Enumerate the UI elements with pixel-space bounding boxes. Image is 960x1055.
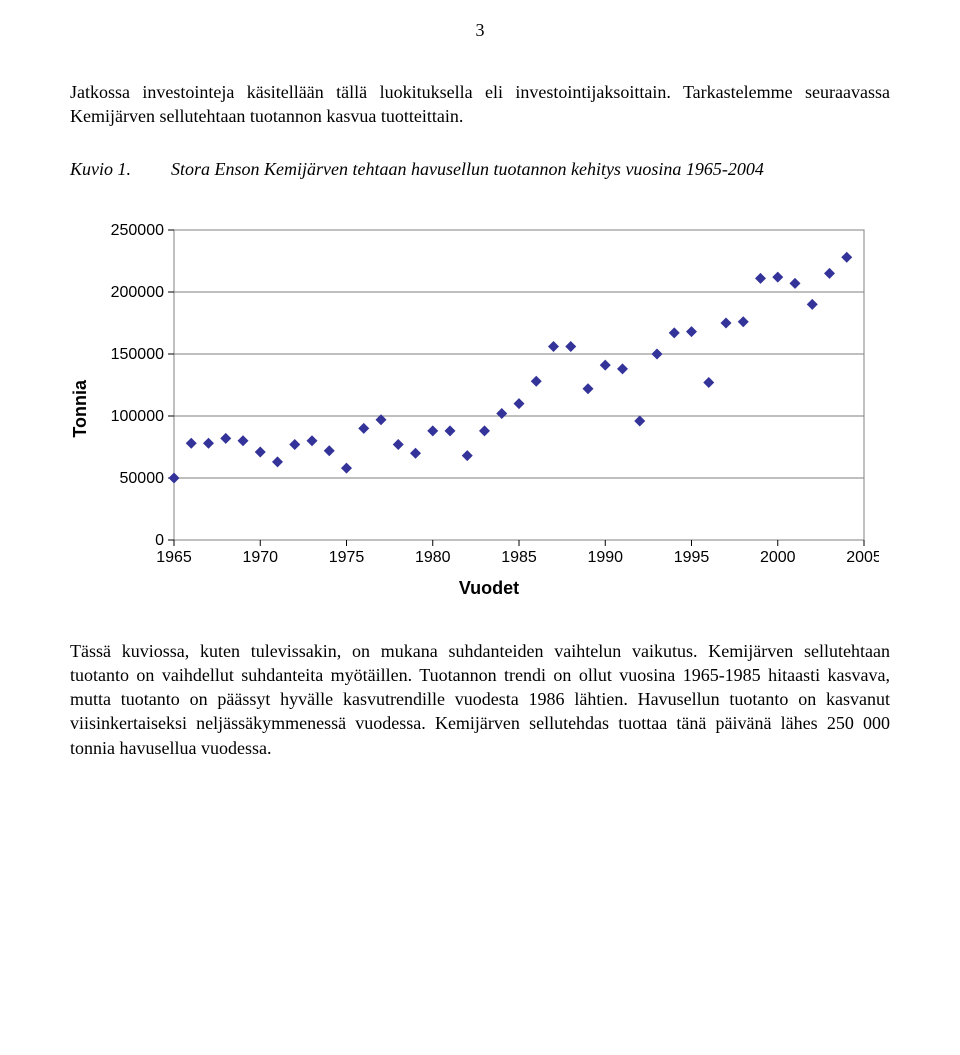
svg-text:200000: 200000 (111, 284, 164, 301)
svg-text:1965: 1965 (156, 549, 192, 566)
scatter-chart: Tonnia 0 50000 100000 150000 200000 250000 196… (70, 220, 890, 599)
svg-text:1980: 1980 (415, 549, 451, 566)
y-axis-label: Tonnia (70, 380, 91, 438)
svg-text:1975: 1975 (329, 549, 365, 566)
chart-svg: 0 50000 100000 150000 200000 250000 1965 1970 19… (99, 220, 879, 570)
svg-text:1990: 1990 (587, 549, 623, 566)
x-axis-label: Vuodet (459, 578, 519, 599)
closing-paragraph: Tässä kuviossa, kuten tulevissakin, on m… (70, 639, 890, 760)
svg-text:50000: 50000 (120, 470, 165, 487)
caption-label: Kuvio 1. (70, 159, 131, 180)
page-number: 3 (476, 20, 485, 41)
svg-text:0: 0 (155, 532, 164, 549)
caption-text: Stora Enson Kemijärven tehtaan havusellu… (171, 159, 890, 180)
svg-text:2005: 2005 (846, 549, 879, 566)
svg-text:150000: 150000 (111, 346, 164, 363)
figure-caption: Kuvio 1. Stora Enson Kemijärven tehtaan … (70, 159, 890, 180)
svg-text:1995: 1995 (674, 549, 710, 566)
svg-text:250000: 250000 (111, 222, 164, 239)
intro-paragraph: Jatkossa investointeja käsitellään tällä… (70, 80, 890, 129)
svg-text:100000: 100000 (111, 408, 164, 425)
svg-text:2000: 2000 (760, 549, 796, 566)
svg-text:1970: 1970 (242, 549, 278, 566)
svg-text:1985: 1985 (501, 549, 537, 566)
